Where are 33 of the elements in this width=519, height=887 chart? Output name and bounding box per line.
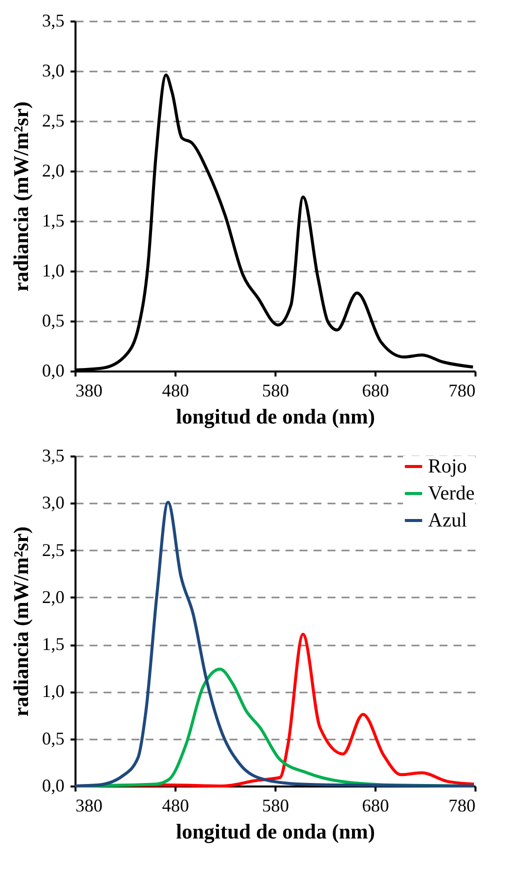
x-tick-label: 680 <box>362 796 389 816</box>
y-tick-label: 2,5 <box>42 540 64 560</box>
y-tick-label: 2,0 <box>42 160 64 180</box>
y-tick-label: 2,5 <box>42 110 64 130</box>
x-axis-title: longitud de onda (nm) <box>176 404 375 428</box>
y-tick-label: 1,0 <box>42 260 64 280</box>
y-tick-label: 0,0 <box>42 360 64 380</box>
x-tick-label: 380 <box>76 380 102 400</box>
y-axis-title: radiancia (mW/m²sr) <box>9 526 33 717</box>
x-tick-label: 680 <box>362 380 389 400</box>
x-tick-label: 580 <box>262 796 289 816</box>
x-tick-label: 580 <box>262 380 289 400</box>
y-tick-label: 2,0 <box>42 586 64 607</box>
x-tick-label: 780 <box>448 796 476 816</box>
y-tick-label: 3,0 <box>42 60 64 80</box>
y-axis-title: radiancia (mW/m²sr) <box>9 101 33 292</box>
y-tick-label: 0,5 <box>42 310 64 330</box>
x-axis-title: longitud de onda (nm) <box>176 820 375 844</box>
legend-label: Verde <box>428 482 475 504</box>
y-tick-label: 3,0 <box>42 492 64 513</box>
y-tick-label: 1,5 <box>42 634 64 654</box>
y-tick-label: 0,5 <box>42 728 64 748</box>
y-tick-label: 1,0 <box>42 681 64 702</box>
legend-label: Azul <box>428 510 468 532</box>
x-tick-label: 780 <box>448 380 476 400</box>
x-tick-label: 480 <box>162 380 189 400</box>
y-tick-label: 3,5 <box>42 446 64 466</box>
x-tick-label: 480 <box>162 796 189 816</box>
y-tick-label: 0,0 <box>42 776 64 796</box>
x-tick-label: 380 <box>76 796 102 816</box>
y-tick-label: 1,5 <box>42 210 64 230</box>
legend-label: Rojo <box>428 456 467 478</box>
y-tick-label: 3,5 <box>42 10 64 30</box>
